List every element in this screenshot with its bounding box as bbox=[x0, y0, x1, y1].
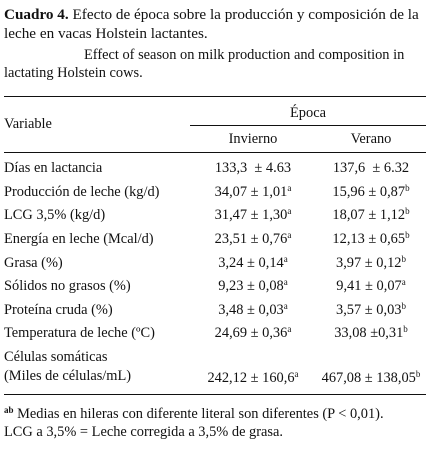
table-row: LCG 3,5% (kg/d) 31,47 ± 1,30a 18,07 ± 1,… bbox=[4, 204, 426, 228]
cell-invierno: 133,3 ± 4.63 bbox=[214, 160, 292, 177]
header-variable: Variable bbox=[4, 96, 190, 153]
cell-invierno: 23,51 ± 0,76a bbox=[214, 230, 292, 248]
table-row: Células somáticas (Miles de células/mL) 2… bbox=[4, 345, 426, 395]
data-table: Variable Época Invierno Verano Días en l… bbox=[4, 96, 426, 395]
footnote-line-1: ab Medias en hileras con diferente liter… bbox=[4, 404, 384, 422]
header-invierno: Invierno bbox=[228, 130, 278, 147]
table-subheader-row: Invierno Verano bbox=[4, 126, 426, 153]
caption-label: Cuadro 4. bbox=[4, 6, 69, 23]
row-label: Grasa (%) bbox=[4, 254, 63, 271]
cell-verano: 137,6 ± 6.32 bbox=[332, 160, 410, 177]
cell-invierno: 3,48 ± 0,03a bbox=[218, 300, 288, 318]
cell-invierno: 24,69 ± 0,36a bbox=[214, 324, 292, 342]
header-verano: Verano bbox=[350, 130, 392, 147]
footnote-line-2: LCG a 3,5% = Leche corregida a 3,5% de g… bbox=[4, 423, 284, 440]
caption-english: Effect of season on milk production and … bbox=[4, 46, 426, 82]
cell-invierno: 242,12 ± 160,6a bbox=[190, 345, 316, 395]
cell-verano: 33,08 ±0,31b bbox=[334, 324, 408, 342]
caption-spanish: Cuadro 4. Efecto de época sobre la produ… bbox=[4, 5, 426, 43]
cell-invierno: 31,47 ± 1,30a bbox=[214, 206, 292, 224]
table-row: Días en lactancia 133,3 ± 4.63 137,6 ± 6… bbox=[4, 153, 426, 181]
cell-verano: 3,57 ± 0,03b bbox=[336, 300, 406, 318]
table-row: Producción de leche (kg/d) 34,07 ± 1,01a… bbox=[4, 181, 426, 205]
table-row: Sólidos no grasos (%) 9,23 ± 0,08a 9,41 … bbox=[4, 275, 426, 299]
cell-verano: 467,08 ± 138,05b bbox=[316, 345, 426, 395]
header-epoca: Época bbox=[190, 96, 426, 126]
cell-invierno: 34,07 ± 1,01a bbox=[214, 182, 292, 200]
row-label: Temperatura de leche (ºC) bbox=[4, 325, 155, 342]
table-row: Grasa (%) 3,24 ± 0,14a 3,97 ± 0,12b bbox=[4, 251, 426, 275]
table-row: Proteína cruda (%) 3,48 ± 0,03a 3,57 ± 0… bbox=[4, 299, 426, 323]
caption-title-es: Efecto de época sobre la producción y co… bbox=[4, 6, 419, 42]
row-label: Células somáticas (Miles de células/mL) bbox=[4, 345, 190, 395]
cell-invierno: 9,23 ± 0,08a bbox=[218, 277, 288, 295]
row-label: Producción de leche (kg/d) bbox=[4, 183, 160, 200]
cell-invierno: 3,24 ± 0,14a bbox=[218, 253, 288, 271]
cell-verano: 18,07 ± 1,12b bbox=[332, 206, 410, 224]
cell-verano: 12,13 ± 0,65b bbox=[332, 230, 410, 248]
cell-verano: 3,97 ± 0,12b bbox=[336, 253, 406, 271]
caption-title-en: Effect of season on milk production and … bbox=[4, 47, 405, 81]
row-label: Proteína cruda (%) bbox=[4, 301, 113, 318]
cell-verano: 15,96 ± 0,87b bbox=[332, 182, 410, 200]
row-label: LCG 3,5% (kg/d) bbox=[4, 207, 106, 224]
table-row: Energía en leche (Mcal/d) 23,51 ± 0,76a … bbox=[4, 228, 426, 252]
table-footnote: ab Medias en hileras con diferente liter… bbox=[4, 405, 426, 441]
table-header-row: Variable Época bbox=[4, 96, 426, 153]
row-label: Días en lactancia bbox=[4, 160, 103, 177]
table-row: Temperatura de leche (ºC) 24,69 ± 0,36a … bbox=[4, 322, 426, 346]
header-rule-row bbox=[4, 152, 426, 153]
row-label: Sólidos no grasos (%) bbox=[4, 278, 131, 295]
footnote-marker: ab bbox=[4, 404, 14, 415]
row-label: Energía en leche (Mcal/d) bbox=[4, 231, 154, 248]
cell-verano: 9,41 ± 0,07a bbox=[336, 277, 406, 295]
